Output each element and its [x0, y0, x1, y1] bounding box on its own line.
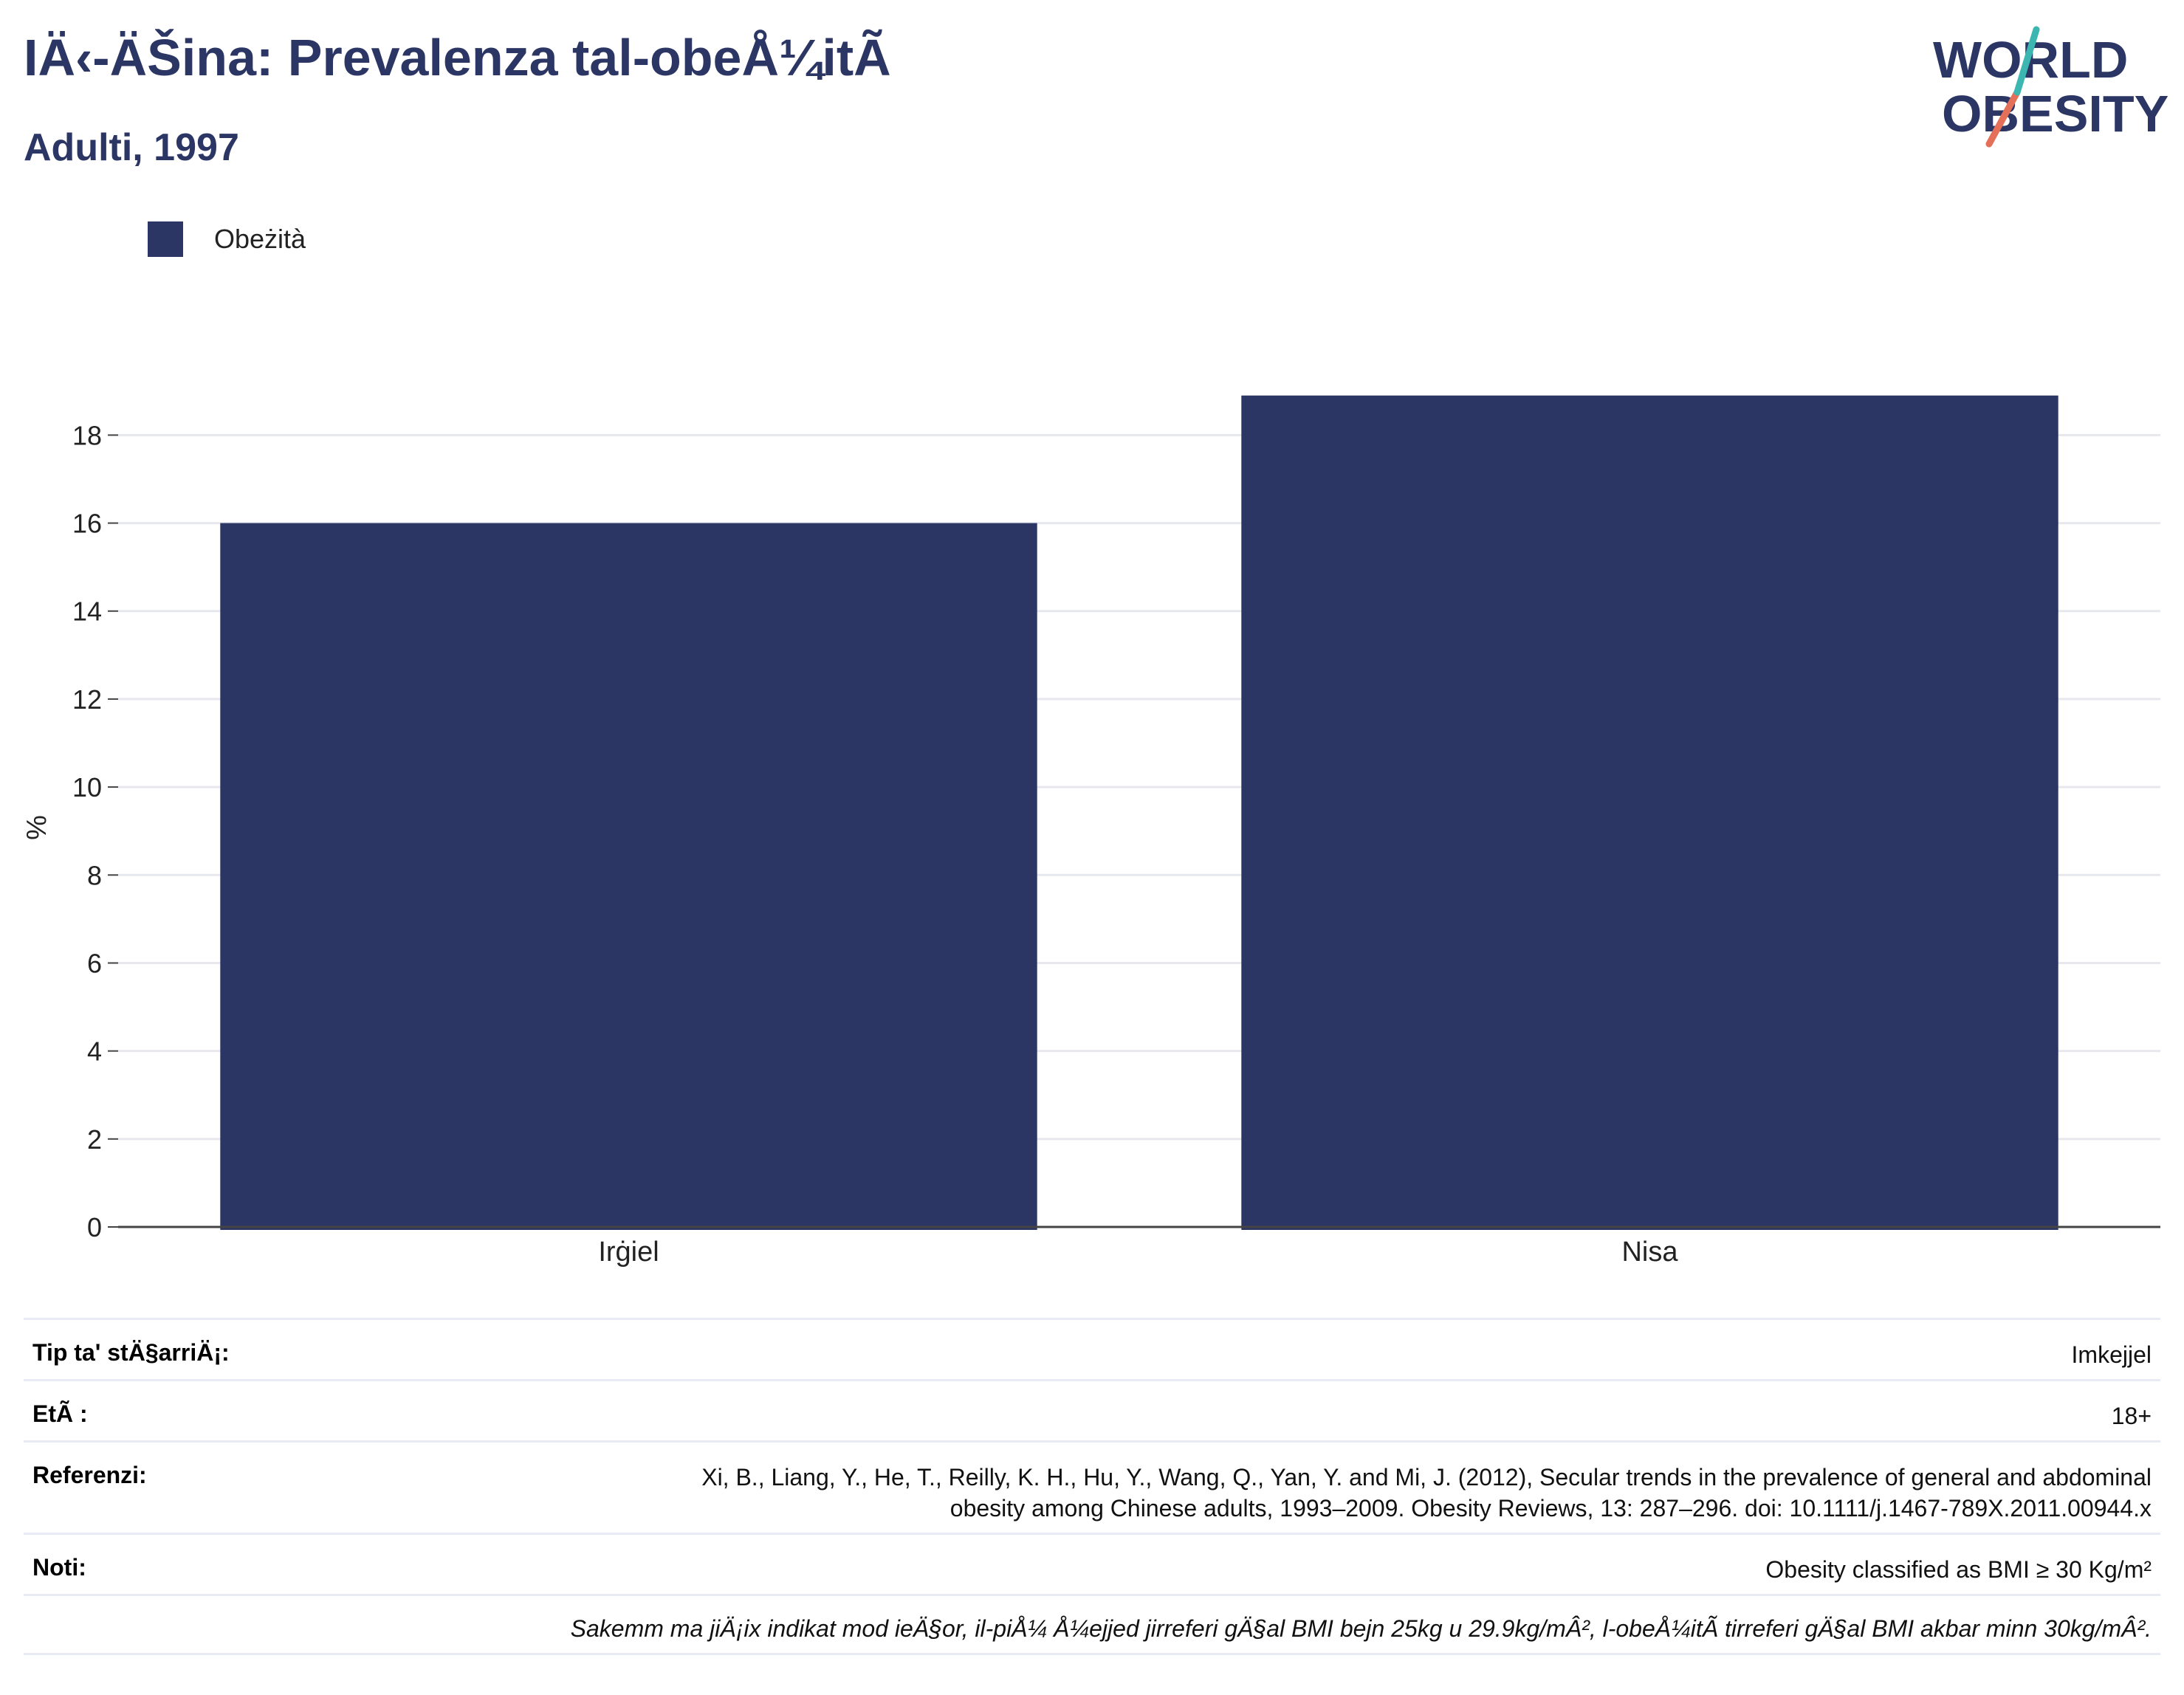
info-row-survey-type: Tip ta' stÄ§arriÄ¡: Imkejjel	[24, 1318, 2160, 1379]
bars	[220, 395, 2058, 1230]
y-tick-label: 6	[87, 948, 102, 978]
y-tick-label: 0	[87, 1212, 102, 1242]
legend-swatch	[148, 221, 183, 257]
x-tick-label: Irġiel	[598, 1237, 659, 1268]
chart-legend[interactable]: Obeżità	[148, 220, 306, 258]
reference-line-2: obesity among Chinese adults, 1993–2009.…	[950, 1495, 2152, 1522]
page-title: IÄ‹-ÄŠina: Prevalenza tal-obeÅ¼itÃ	[24, 29, 891, 86]
info-row-references: Referenzi: Xi, B., Liang, Y., He, T., Re…	[24, 1440, 2160, 1533]
info-label: Noti:	[32, 1554, 86, 1581]
world-obesity-logo: WORLD OBESITY	[1933, 26, 2168, 148]
y-tick-label: 16	[72, 509, 102, 539]
y-tick-label: 18	[72, 420, 102, 450]
info-value: Imkejjel	[2071, 1341, 2152, 1368]
legend-label: Obeżità	[214, 224, 306, 254]
y-tick-label: 4	[87, 1036, 102, 1067]
y-tick-label: 2	[87, 1124, 102, 1155]
info-value: 18+	[2111, 1403, 2152, 1429]
info-row-notes: Noti: Obesity classified as BMI ≥ 30 Kg/…	[24, 1533, 2160, 1594]
y-tick-label: 8	[87, 860, 102, 890]
info-row-age: EtÃ : 18+	[24, 1379, 2160, 1440]
reference-line-1: Xi, B., Liang, Y., He, T., Reilly, K. H.…	[701, 1464, 2152, 1491]
page-subtitle: Adulti, 1997	[24, 126, 239, 169]
info-label: Referenzi:	[32, 1462, 147, 1488]
y-axis-label: %	[21, 815, 52, 840]
bar	[220, 523, 1037, 1230]
y-tick-label: 10	[72, 772, 102, 802]
x-tick-label: Nisa	[1621, 1237, 1678, 1268]
y-tick-label: 12	[72, 684, 102, 715]
logo-slash-teal	[2013, 26, 2040, 96]
y-tick-label: 14	[72, 596, 102, 627]
footnote: Sakemm ma jiÄ¡ix indikat mod ieÄ§or, il-…	[570, 1615, 2152, 1642]
bar	[1241, 395, 2058, 1230]
logo-line2: OBESITY	[1942, 85, 2168, 142]
info-row-footnote: Sakemm ma jiÄ¡ix indikat mod ieÄ§or, il-…	[24, 1594, 2160, 1655]
axes: 0 2 4 6 8 10 12 14 16 18 Irġiel Nisa	[72, 420, 2160, 1268]
info-value: Xi, B., Liang, Y., He, T., Reilly, K. H.…	[701, 1443, 2152, 1524]
bar-chart: 0 2 4 6 8 10 12 14 16 18 Irġiel Nisa %	[21, 395, 2160, 1268]
logo-slash-red	[1985, 89, 2021, 148]
info-value: Obesity classified as BMI ≥ 30 Kg/m²	[1765, 1556, 2152, 1583]
info-label: Tip ta' stÄ§arriÄ¡:	[32, 1339, 230, 1366]
info-table: Tip ta' stÄ§arriÄ¡: Imkejjel EtÃ : 18+ R…	[24, 1318, 2160, 1655]
info-label: EtÃ :	[32, 1400, 88, 1427]
